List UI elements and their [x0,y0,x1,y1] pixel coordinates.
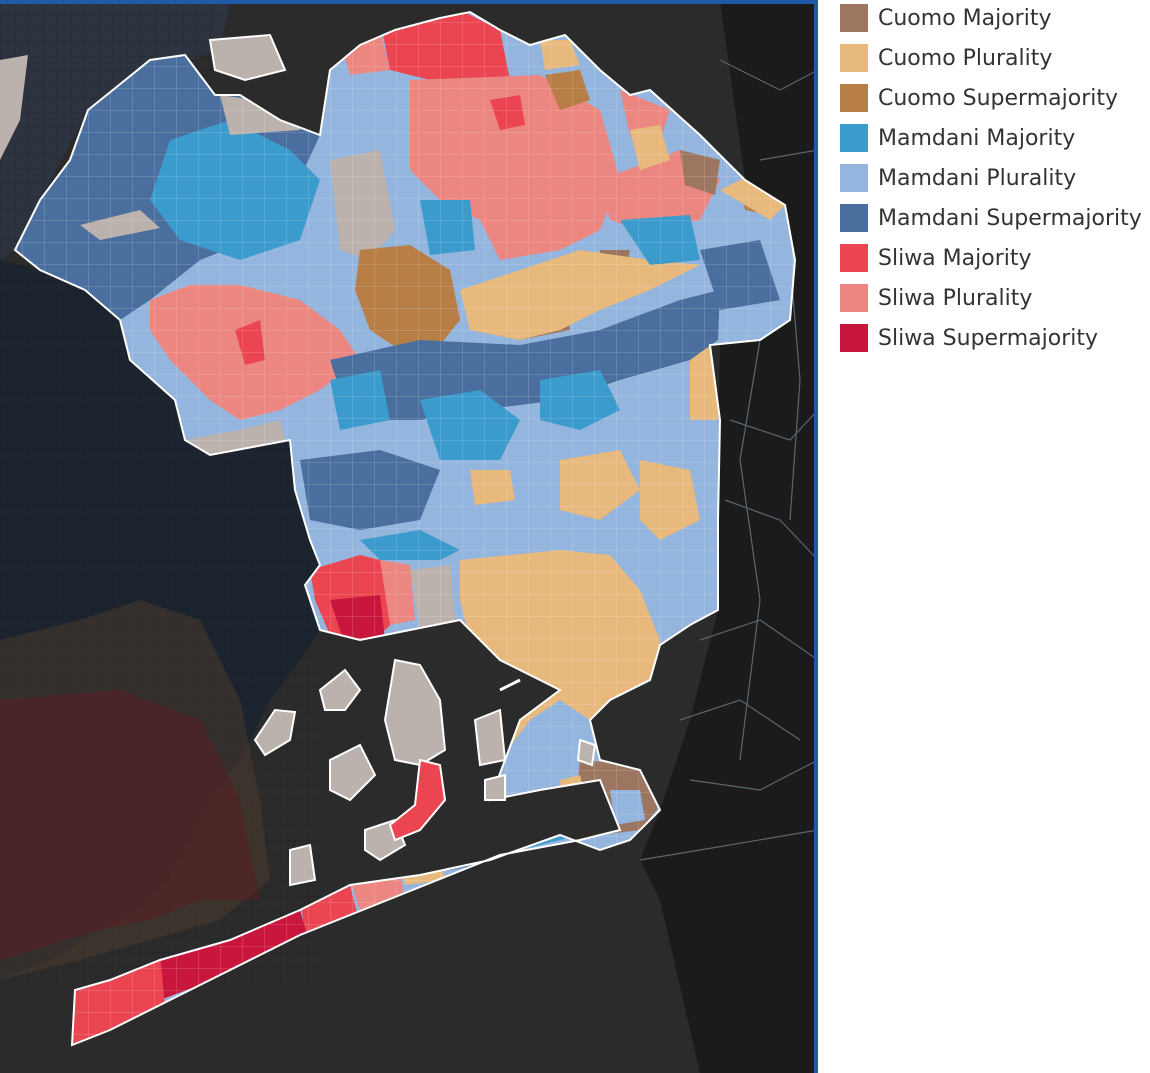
bridge-line [499,678,521,692]
legend-swatch [840,324,868,352]
manhattan-no-data [0,55,28,160]
legend-swatch [840,244,868,272]
legend: Cuomo Majority Cuomo Plurality Cuomo Super… [840,4,1145,364]
map-panel[interactable] [0,0,818,1073]
legend-label: Cuomo Majority [878,6,1052,31]
legend-item[interactable]: Mamdani Supermajority [840,204,1145,244]
legend-swatch [840,124,868,152]
legend-label: Sliwa Supermajority [878,326,1099,351]
legend-label: Cuomo Plurality [878,46,1053,71]
legend-item[interactable]: Mamdani Plurality [840,164,1145,204]
legend-label: Mamdani Plurality [878,166,1077,191]
legend-swatch [840,204,868,232]
nassau-region [640,0,818,1073]
legend-swatch [840,84,868,112]
legend-label: Mamdani Supermajority [878,206,1142,231]
brooklyn-southwest-region [0,690,260,960]
legend-label: Sliwa Plurality [878,286,1033,311]
legend-item[interactable]: Cuomo Plurality [840,44,1145,84]
legend-item[interactable]: Cuomo Majority [840,4,1145,44]
legend-item[interactable]: Sliwa Supermajority [840,324,1145,364]
legend-swatch [840,164,868,192]
queens-outline [13,10,797,1047]
election-map[interactable] [0,0,818,1073]
legend-swatch [840,284,868,312]
legend-label: Mamdani Majority [878,126,1076,151]
nassau-boundaries [639,59,818,861]
legend-label: Sliwa Majority [878,246,1032,271]
legend-label: Cuomo Supermajority [878,86,1119,111]
legend-swatch [840,44,868,72]
legend-item[interactable]: Cuomo Supermajority [840,84,1145,124]
legend-item[interactable]: Sliwa Majority [840,244,1145,284]
broad-channel [388,758,447,842]
legend-item[interactable]: Mamdani Majority [840,124,1145,164]
legend-item[interactable]: Sliwa Plurality [840,284,1145,324]
jamaica-bay-islands [208,33,597,887]
legend-swatch [840,4,868,32]
